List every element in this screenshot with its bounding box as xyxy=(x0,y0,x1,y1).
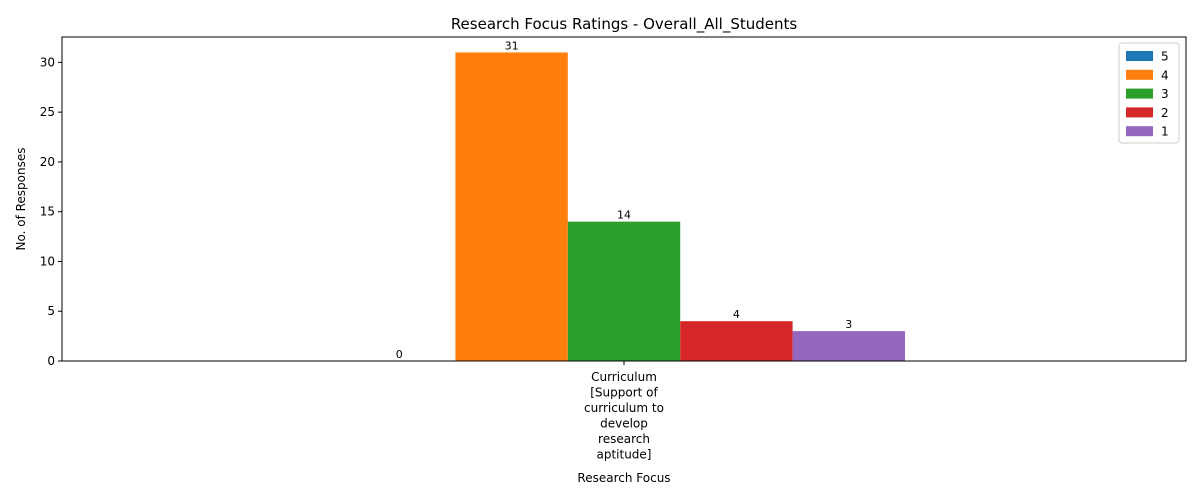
bar-4-0 xyxy=(455,52,568,362)
y-tick-label-10: 10 xyxy=(40,254,55,268)
legend-label-2: 2 xyxy=(1161,106,1169,120)
x-tick-label-0: Curriculum [Support of curriculum to develo… xyxy=(584,370,664,462)
legend-label-5: 5 xyxy=(1161,50,1169,64)
data-label-3-0: 14 xyxy=(617,209,631,222)
data-label-5-0: 0 xyxy=(396,348,403,361)
chart-title: Research Focus Ratings - Overall_All_Stu… xyxy=(451,15,798,34)
plot-frame xyxy=(61,36,1187,362)
legend-swatch-1 xyxy=(1126,126,1153,137)
data-label-2-0: 4 xyxy=(733,308,740,321)
legend: 5 4 3 2 1 xyxy=(1118,42,1180,144)
legend-swatch-2 xyxy=(1126,107,1153,118)
bar-3-0 xyxy=(567,221,681,361)
y-tick-label-15: 15 xyxy=(40,205,55,219)
bar-2-0 xyxy=(680,321,793,361)
y-tick-label-25: 25 xyxy=(40,105,55,119)
data-label-1-0: 3 xyxy=(845,318,852,331)
legend-label-4: 4 xyxy=(1161,68,1169,82)
data-label-4-0: 31 xyxy=(505,39,519,52)
y-tick-label-20: 20 xyxy=(40,155,55,169)
legend-swatch-4 xyxy=(1126,69,1153,80)
legend-swatch-5 xyxy=(1126,51,1153,61)
y-tick-label-30: 30 xyxy=(40,55,55,69)
legend-swatch-3 xyxy=(1126,88,1153,99)
y-axis-label: No. of Responses xyxy=(14,147,28,250)
legend-label-3: 3 xyxy=(1161,87,1169,101)
y-tick-label-0: 0 xyxy=(47,354,55,368)
bar-1-0 xyxy=(792,331,905,361)
legend-label-1: 1 xyxy=(1161,125,1169,139)
y-tick-label-5: 5 xyxy=(47,304,55,318)
x-axis-label: Research Focus xyxy=(577,471,670,485)
